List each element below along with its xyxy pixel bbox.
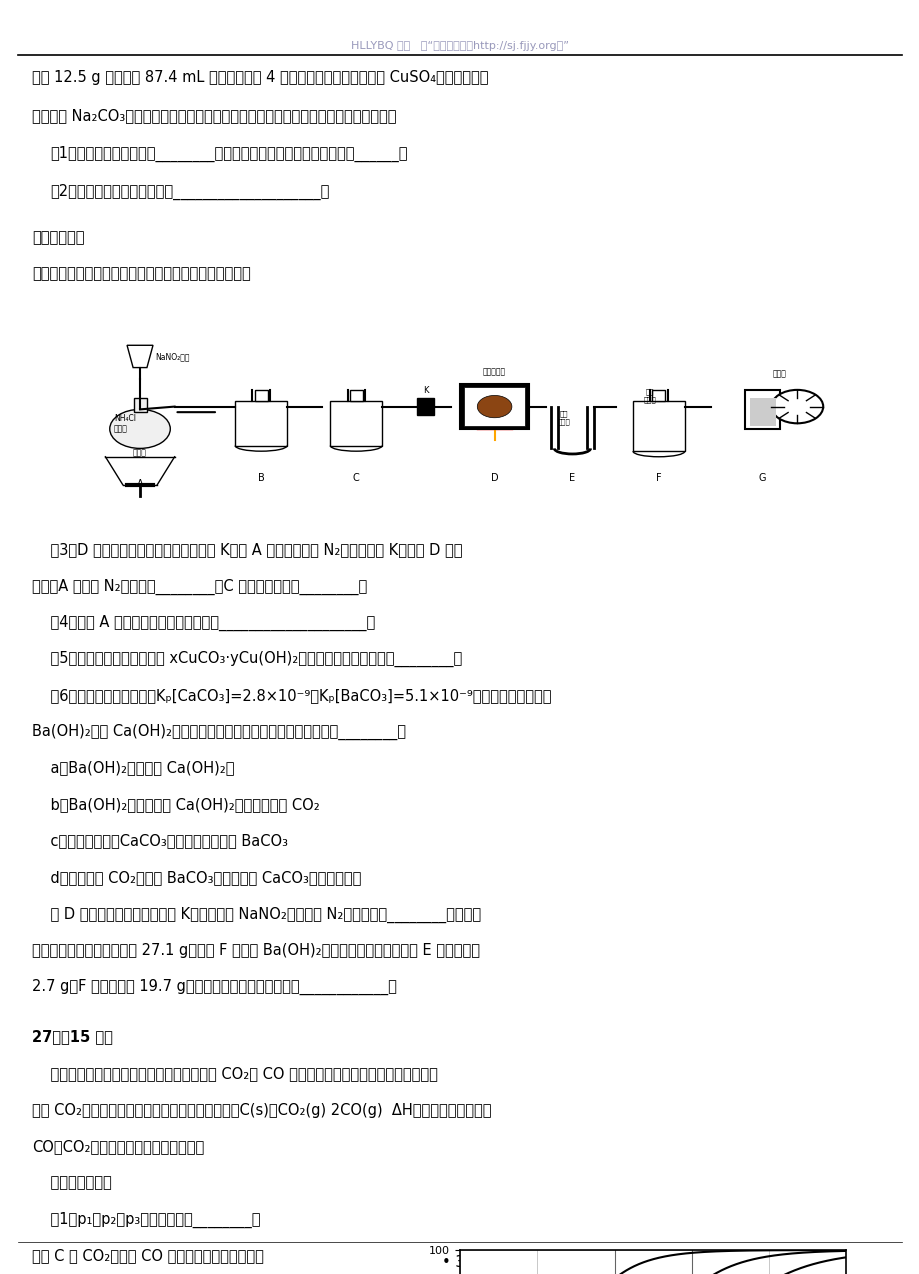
Text: c．相同条件下，CaCO₃的溶解度明显大于 BaCO₃: c．相同条件下，CaCO₃的溶解度明显大于 BaCO₃ (32, 833, 288, 848)
Text: （1）p₁、p₂、p₃的大小关系是________，: （1）p₁、p₂、p₃的大小关系是________， (32, 1212, 260, 1228)
Text: E: E (569, 474, 575, 483)
Text: （2）用无水乙醇洗涤的目的是____________________。: （2）用无水乙醇洗涤的目的是____________________。 (51, 183, 330, 200)
Text: 分析所取蓝绿色固体质量为 27.1 g，装置 F 中使用 Ba(OH)₂溶液，实验结束后，装置 E 的质量增加: 分析所取蓝绿色固体质量为 27.1 g，装置 F 中使用 Ba(OH)₂溶液，实… (32, 943, 480, 958)
Bar (416, 399, 434, 415)
Text: 碱石灰: 碱石灰 (772, 369, 786, 378)
Bar (652, 390, 664, 401)
Bar (255, 390, 267, 401)
Text: （3）D 装置加热前，需要首先打开活塞 K，用 A 装置制取适量 N₂，然后关闭 K，点燃 D 处酒: （3）D 装置加热前，需要首先打开活塞 K，用 A 装置制取适量 N₂，然后关闭… (32, 541, 462, 557)
Bar (744, 390, 779, 429)
Text: 澄清
石灰水: 澄清 石灰水 (643, 389, 656, 403)
Text: CO、CO₂的平衡组成的影响如图所示：: CO、CO₂的平衡组成的影响如图所示： (32, 1139, 204, 1154)
Text: 提高 C 与 CO₂反应中 CO 的平衡转化率，应采取的: 提高 C 与 CO₂反应中 CO 的平衡转化率，应采取的 (32, 1249, 264, 1264)
Bar (349, 390, 362, 401)
Text: F: F (655, 474, 661, 483)
Text: HLLYBQ 整理   供“高中试卷网（http://sj.fjjy.org）”: HLLYBQ 整理 供“高中试卷网（http://sj.fjjy.org）” (351, 41, 568, 51)
Text: 安全瓶: 安全瓶 (133, 448, 147, 457)
Text: A: A (137, 479, 143, 489)
Text: NH₄Cl
浓溶液: NH₄Cl 浓溶液 (114, 414, 136, 433)
Text: G: G (758, 474, 766, 483)
Text: 2.7 g，F 中产生沉淀 19.7 g。则该蓝绿色固体的化学式为____________。: 2.7 g，F 中产生沉淀 19.7 g。则该蓝绿色固体的化学式为_______… (32, 980, 397, 995)
Bar (460, 385, 528, 429)
Text: 加入适量 Na₂CO₃溶液，将所得蓝绿色悬浊液过滤，用蒸馏水洗涤，再用无水乙醇洗涤。: 加入适量 Na₂CO₃溶液，将所得蓝绿色悬浊液过滤，用蒸馏水洗涤，再用无水乙醇洗… (32, 108, 396, 122)
Text: B: B (257, 474, 264, 483)
Text: NaNO₂溶液: NaNO₂溶液 (155, 352, 190, 361)
Text: b．Ba(OH)₂溶解度大于 Ca(OH)₂，能充分吸收 CO₂: b．Ba(OH)₂溶解度大于 Ca(OH)₂，能充分吸收 CO₂ (32, 798, 320, 812)
Text: 回答下列问题：: 回答下列问题： (32, 1176, 112, 1190)
Polygon shape (127, 345, 153, 368)
Bar (133, 399, 146, 413)
Text: Ba(OH)₂代替 Ca(OH)₂来定量测定蓝绿色固体的化学式，其原因是________。: Ba(OH)₂代替 Ca(OH)₂来定量测定蓝绿色固体的化学式，其原因是____… (32, 724, 406, 740)
Text: （4）装置 A 中发生反应的离子方程式为____________________。: （4）装置 A 中发生反应的离子方程式为____________________… (32, 615, 375, 631)
Text: 同学们设计了如下装置，用制得的蓝绿色固体进行实验：: 同学们设计了如下装置，用制得的蓝绿色固体进行实验： (32, 266, 251, 282)
Text: 【实验探究】: 【实验探究】 (32, 229, 85, 245)
Text: 量的 CO₂与足量碳在体积可变的密闭容器中反应：C(s)＋CO₂(g) 2CO(g)  ΔH，测得压强、温度对: 量的 CO₂与足量碳在体积可变的密闭容器中反应：C(s)＋CO₂(g) 2CO(… (32, 1102, 491, 1117)
Text: d．吸收等量 CO₂生成的 BaCO₃的质量大于 CaCO₃，测量误差小: d．吸收等量 CO₂生成的 BaCO₃的质量大于 CaCO₃，测量误差小 (32, 870, 361, 885)
Text: （5）若蓝绿色固体的组成为 xCuCO₃·yCu(OH)₂，实验能观察到的现象是________。: （5）若蓝绿色固体的组成为 xCuCO₃·yCu(OH)₂，实验能观察到的现象是… (32, 651, 462, 668)
Text: （1）滴加稀硫酸的作用是________。所得硫酸铜溶液的溶质质量分数为______。: （1）滴加稀硫酸的作用是________。所得硫酸铜溶液的溶质质量分数为____… (51, 145, 408, 162)
Text: 待 D 中反应完全后，打开活塞 K，再次滴加 NaNO₂溶液产生 N₂，其目的是________。若定量: 待 D 中反应完全后，打开活塞 K，再次滴加 NaNO₂溶液产生 N₂，其目的是… (32, 906, 481, 922)
Bar (464, 387, 524, 426)
Text: K: K (422, 386, 427, 395)
Bar (330, 401, 381, 446)
Circle shape (770, 390, 823, 423)
Bar (749, 399, 775, 426)
Text: a．Ba(OH)₂的碱性比 Ca(OH)₂强: a．Ba(OH)₂的碱性比 Ca(OH)₂强 (32, 761, 234, 776)
Text: C: C (353, 474, 359, 483)
Text: D: D (490, 474, 498, 483)
Circle shape (477, 395, 511, 418)
Text: （6）同学们查阅文献知：Kₚ[CaCO₃]=2.8×10⁻⁹，Kₚ[BaCO₃]=5.1×10⁻⁹，经讨论认为需要用: （6）同学们查阅文献知：Kₚ[CaCO₃]=2.8×10⁻⁹，Kₚ[BaCO₃]… (32, 688, 551, 703)
Text: • 3 •: • 3 • (442, 1255, 477, 1270)
Circle shape (109, 409, 170, 448)
Text: 称取 12.5 g 胆矾溶于 87.4 mL 蒸馏水中，滴 4 滴稀硫酸，充分搅拌后得到 CuSO₄溶液。向其中: 称取 12.5 g 胆矾溶于 87.4 mL 蒸馏水中，滴 4 滴稀硫酸，充分搅… (32, 70, 488, 85)
Bar (632, 401, 684, 451)
Text: 精灯。A 中产生 N₂的作用是________，C 中盛装的试剂是________。: 精灯。A 中产生 N₂的作用是________，C 中盛装的试剂是_______… (32, 578, 367, 595)
Text: 蓝绿色固体: 蓝绿色固体 (482, 367, 505, 376)
Text: 无水
硫酸铜: 无水 硫酸铜 (557, 410, 570, 424)
Text: 27．（15 分）: 27．（15 分） (32, 1029, 113, 1045)
Bar (235, 401, 287, 446)
Text: 合成氨工业涉及固体燃料的气化，需要研究 CO₂与 CO 之间的转化。为了弄清其规律，让一定: 合成氨工业涉及固体燃料的气化，需要研究 CO₂与 CO 之间的转化。为了弄清其规… (32, 1066, 437, 1082)
